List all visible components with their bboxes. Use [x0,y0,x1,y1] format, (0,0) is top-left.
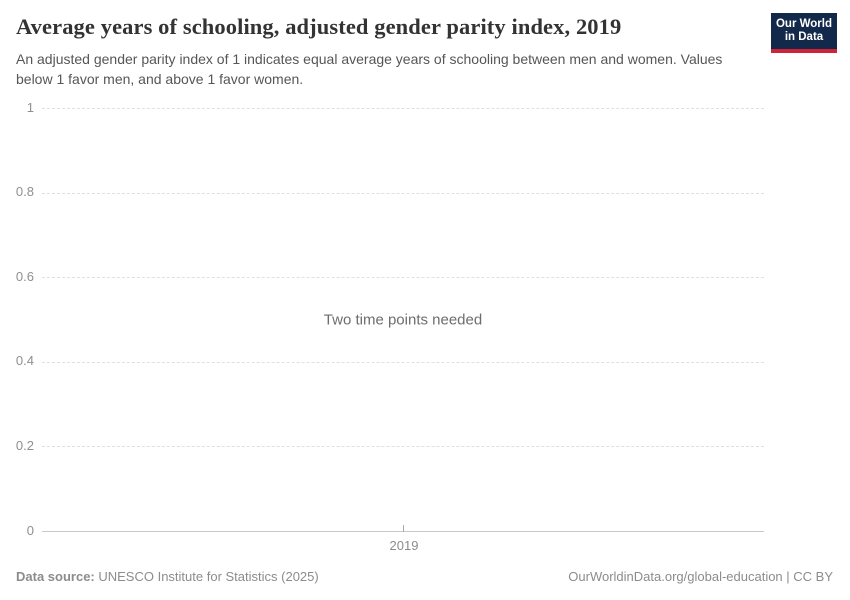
chart-title: Average years of schooling, adjusted gen… [16,14,622,39]
y-axis-tick-label: 0.8 [15,184,34,200]
y-gridline [42,361,764,363]
y-axis-tick-label: 1 [26,99,34,115]
x-axis-tick [403,525,404,532]
owid-logo-line2: in Data [784,31,824,43]
y-axis-tick-label: 0.4 [15,353,34,369]
y-gridline [42,277,764,279]
y-axis-tick-label: 0 [26,522,34,538]
y-axis-tick-label: 0.2 [15,437,34,453]
owid-logo[interactable]: Our World in Data [771,13,837,53]
y-gridline [42,108,764,109]
owid-logo-line1: Our World [775,18,832,30]
footer-citation-link[interactable]: OurWorldinData.org/global-education | CC… [568,569,833,584]
data-source-label: Data source: [16,569,95,584]
data-source-value: UNESCO Institute for Statistics (2025) [94,569,319,584]
y-gridline [42,446,764,448]
x-axis-tick-label: 2019 [389,538,419,553]
empty-state-message: Two time points needed [323,311,483,329]
data-source-note: Data source: UNESCO Institute for Statis… [16,569,319,584]
y-gridline [42,192,764,194]
y-axis-tick-label: 0.6 [15,268,34,284]
chart-subtitle: An adjusted gender parity index of 1 ind… [16,51,723,87]
